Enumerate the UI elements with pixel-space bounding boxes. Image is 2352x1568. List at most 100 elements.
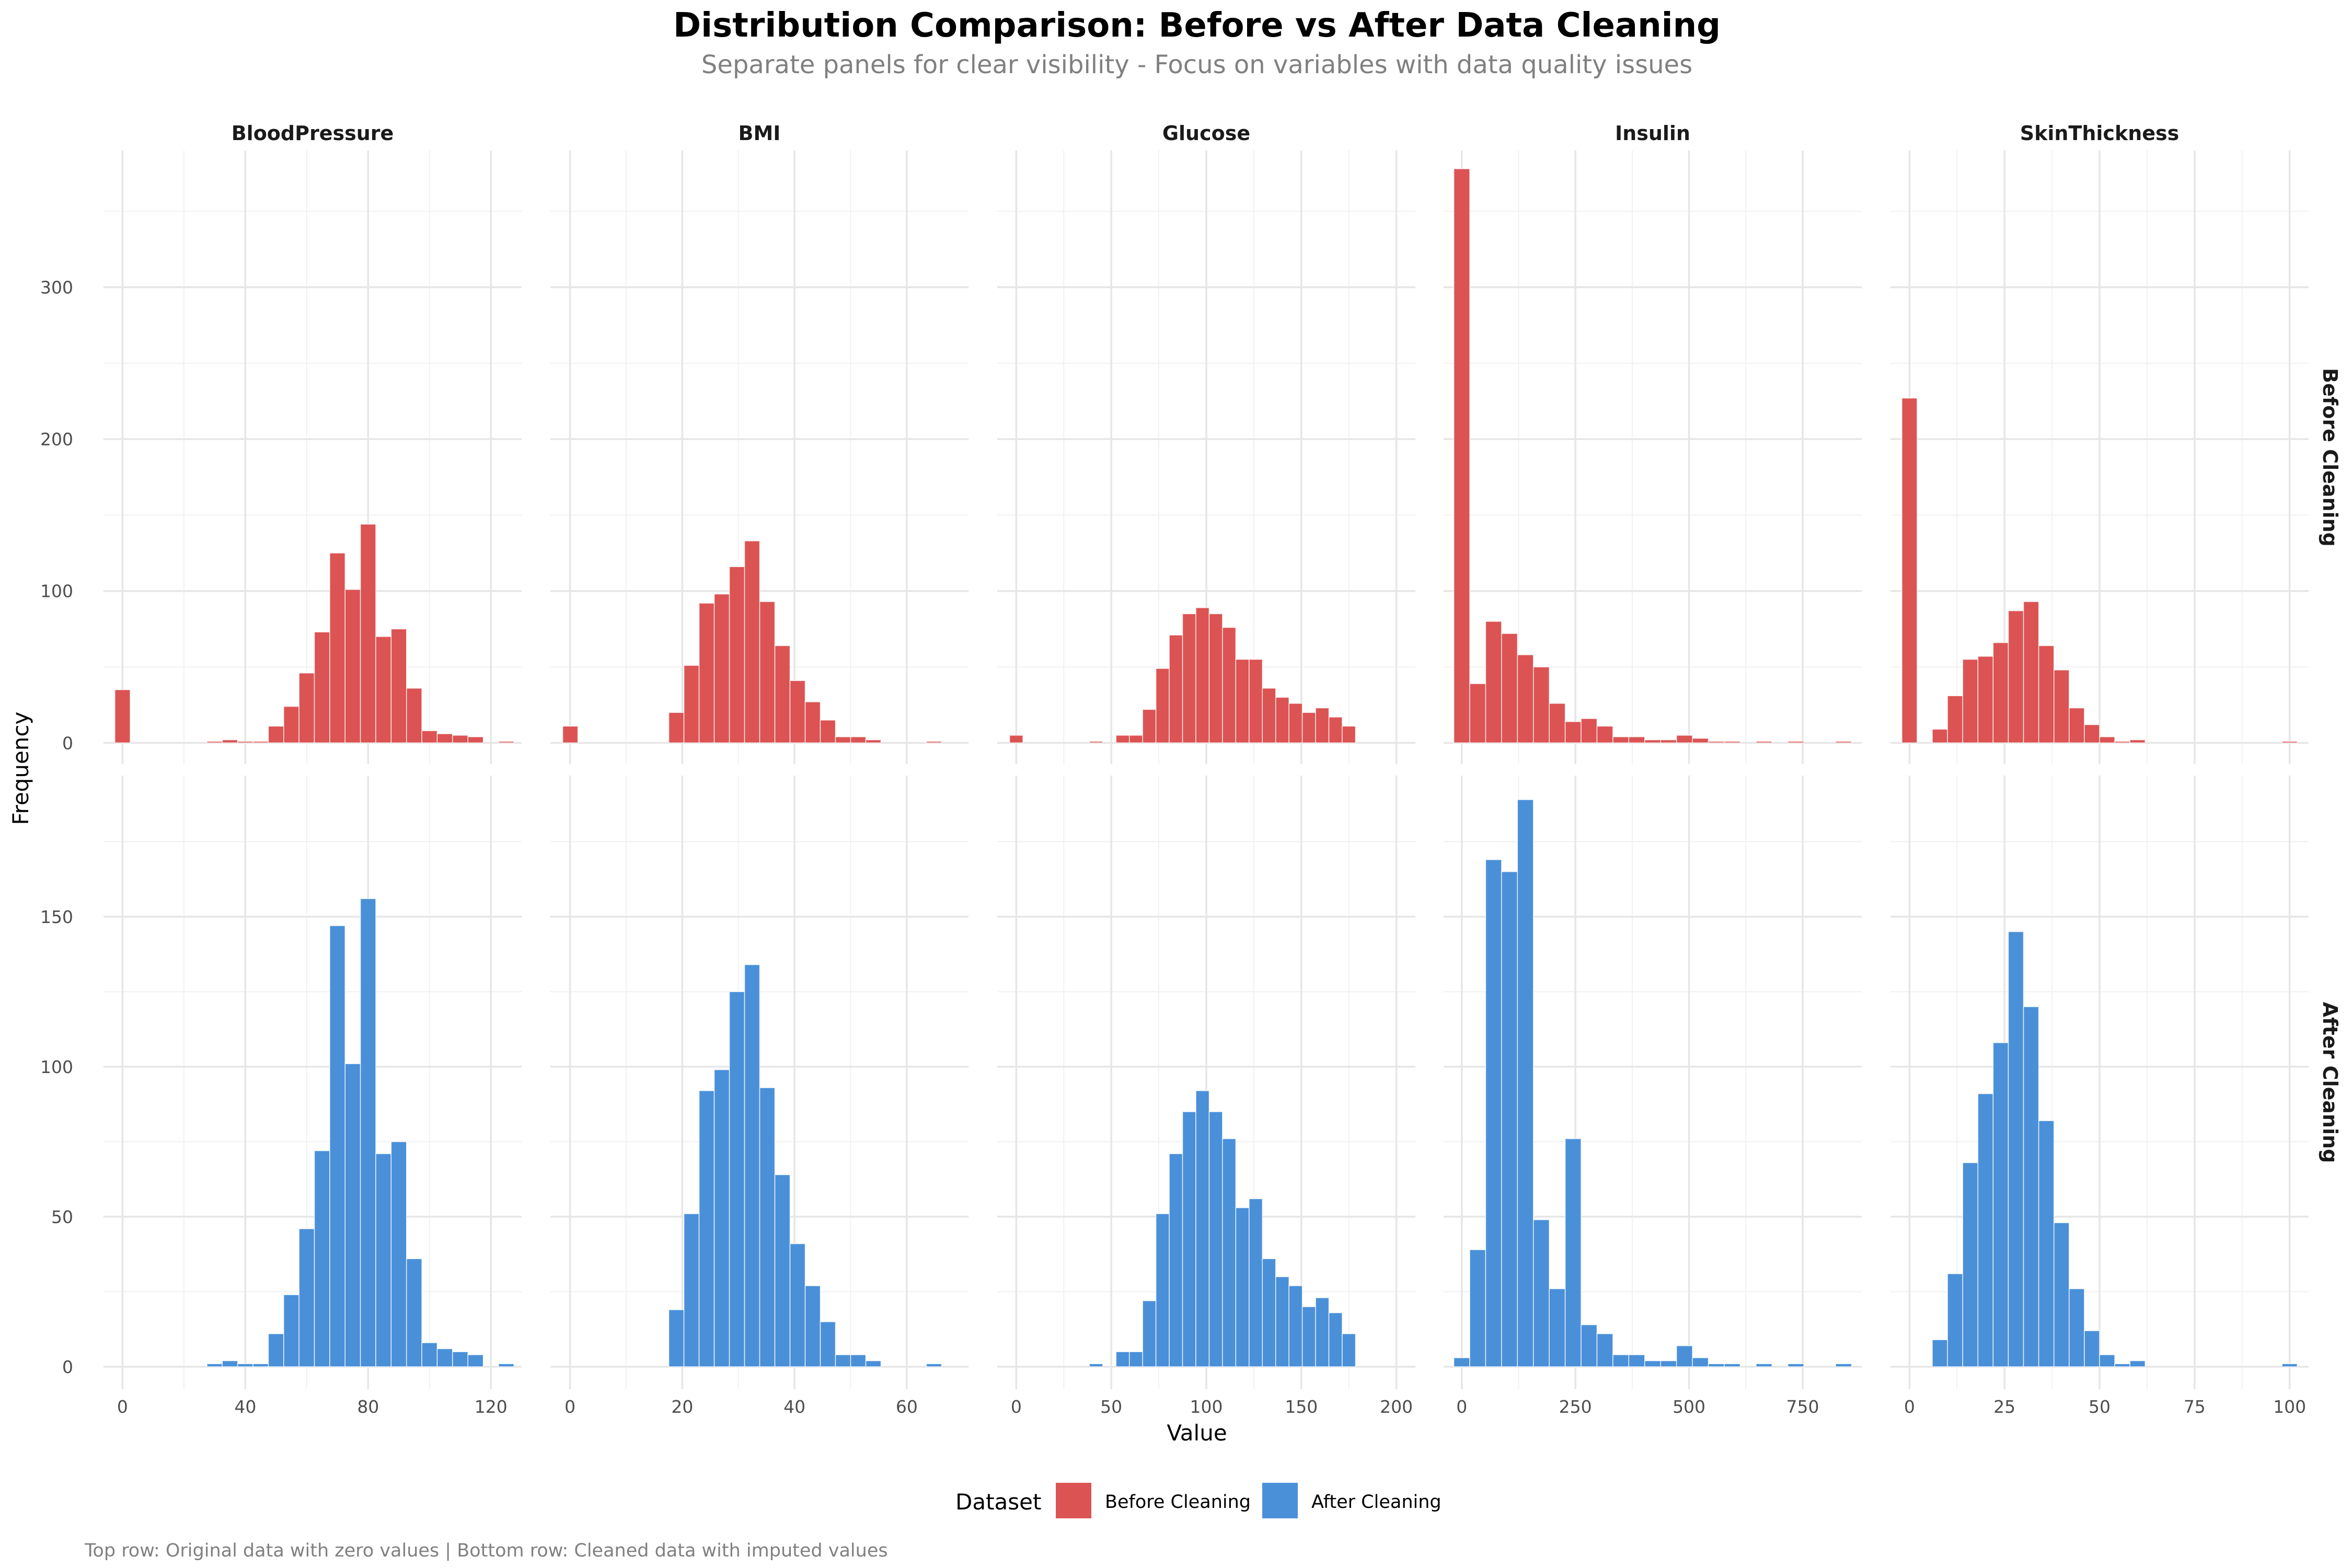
histogram-bar (1115, 1351, 1130, 1367)
histogram-bar (1581, 1324, 1598, 1367)
histogram-bar (252, 1363, 269, 1367)
histogram-bar (1342, 725, 1356, 744)
histogram-bar (804, 1285, 821, 1367)
histogram-bar (298, 672, 315, 744)
histogram-bar (1485, 621, 1502, 744)
histogram-bar (206, 741, 223, 744)
histogram-bar (237, 1363, 253, 1367)
histogram-bar (1222, 627, 1237, 744)
histogram-bar (1724, 741, 1741, 744)
histogram-bar (1612, 736, 1630, 744)
histogram-bar (421, 730, 438, 744)
panel-bloodpressure-before-cleaning (103, 151, 522, 764)
histogram-bar (729, 566, 745, 744)
histogram-bar (2114, 741, 2130, 744)
histogram-bar (820, 719, 836, 744)
histogram-bar (1532, 1219, 1550, 1367)
histogram-bar (1128, 735, 1143, 744)
histogram-bar (329, 925, 346, 1367)
histogram-bar (865, 1360, 882, 1367)
histogram-bar (774, 1174, 791, 1367)
histogram-bar (268, 1333, 284, 1367)
panel-glucose-before-cleaning (997, 151, 1415, 764)
histogram-bar (1142, 709, 1157, 744)
histogram-bar (1501, 633, 1518, 744)
histogram-bar (2023, 1006, 2039, 1367)
x-tick-label: 50 (1100, 1397, 1122, 1417)
histogram-bar (1301, 712, 1316, 744)
histogram-bar (1756, 741, 1773, 744)
histogram-bar (2008, 610, 2024, 744)
y-tick-label: 150 (40, 907, 73, 927)
histogram-bar (835, 1354, 851, 1367)
histogram-bar (1328, 717, 1343, 744)
legend: Dataset Before Cleaning After Cleaning (955, 1483, 1442, 1518)
histogram-bar (2084, 1330, 2100, 1367)
panel-insulin-after-cleaning (1444, 776, 1862, 1389)
histogram-bar (1962, 1162, 1979, 1367)
x-tick-label: 0 (117, 1397, 128, 1417)
histogram-bar (820, 1321, 836, 1367)
histogram-bar (1342, 1333, 1356, 1367)
histogram-bar (744, 964, 760, 1367)
histogram-bar (789, 680, 806, 744)
histogram-bar (314, 631, 330, 744)
histogram-bar (744, 540, 760, 744)
histogram-bar (1235, 1207, 1250, 1367)
y-tick-label: 100 (40, 581, 73, 602)
histogram-bar (283, 1294, 299, 1367)
histogram-bar (668, 712, 685, 744)
histogram-bar (1756, 1363, 1773, 1367)
histogram-bar (562, 725, 579, 744)
histogram-bar (1628, 736, 1645, 744)
histogram-bar (314, 1150, 330, 1367)
histogram-bar (1288, 1285, 1303, 1367)
histogram-bar (206, 1363, 223, 1367)
histogram-bar (1947, 1273, 1963, 1367)
y-axis-title: Frequency (8, 712, 33, 825)
histogram-bar (1115, 735, 1130, 744)
histogram-bar (713, 593, 730, 744)
histogram-bar (2099, 736, 2115, 744)
x-tick-label: 80 (357, 1397, 379, 1417)
x-tick-label: 50 (2089, 1397, 2111, 1417)
histogram-bar (2038, 1120, 2055, 1367)
panel-bmi-before-cleaning (550, 151, 969, 764)
histogram-bar (1708, 1363, 1725, 1367)
histogram-bar (1644, 739, 1661, 744)
histogram-bar (222, 739, 238, 744)
x-tick-label: 75 (2184, 1397, 2206, 1417)
histogram-bar (498, 1363, 515, 1367)
histogram-bar (1501, 871, 1518, 1367)
histogram-bar (1195, 607, 1210, 744)
x-tick-label: 500 (1673, 1397, 1705, 1417)
histogram-bar (1142, 1300, 1157, 1367)
histogram-bar (1517, 799, 1534, 1367)
histogram-bar (344, 589, 361, 744)
histogram-bar (1676, 735, 1693, 744)
y-tick-label: 0 (62, 733, 73, 753)
histogram-bar (2069, 1288, 2085, 1367)
panel-insulin-before-cleaning (1444, 151, 1862, 764)
histogram-bar (729, 991, 745, 1367)
histogram-bar (1977, 655, 1994, 744)
histogram-bar (1275, 1276, 1289, 1367)
histogram-bar (835, 736, 851, 744)
histogram-bar (1517, 654, 1534, 744)
histogram-bar (360, 898, 376, 1367)
x-tick-label: 0 (564, 1397, 575, 1417)
histogram-bar (1288, 703, 1303, 744)
histogram-bar (237, 741, 253, 744)
histogram-bar (1692, 1357, 1709, 1367)
histogram-bar (2053, 1222, 2070, 1367)
histogram-bar (759, 1087, 776, 1367)
legend-swatch-after-cleaning (1262, 1483, 1298, 1518)
histogram-bar (1724, 1363, 1741, 1367)
histogram-bar (1596, 1333, 1613, 1367)
histogram-bar (329, 552, 346, 744)
histogram-bar (683, 665, 700, 744)
histogram-bar (683, 1213, 700, 1367)
y-tick-label: 50 (51, 1207, 73, 1227)
histogram-bar (774, 645, 791, 744)
